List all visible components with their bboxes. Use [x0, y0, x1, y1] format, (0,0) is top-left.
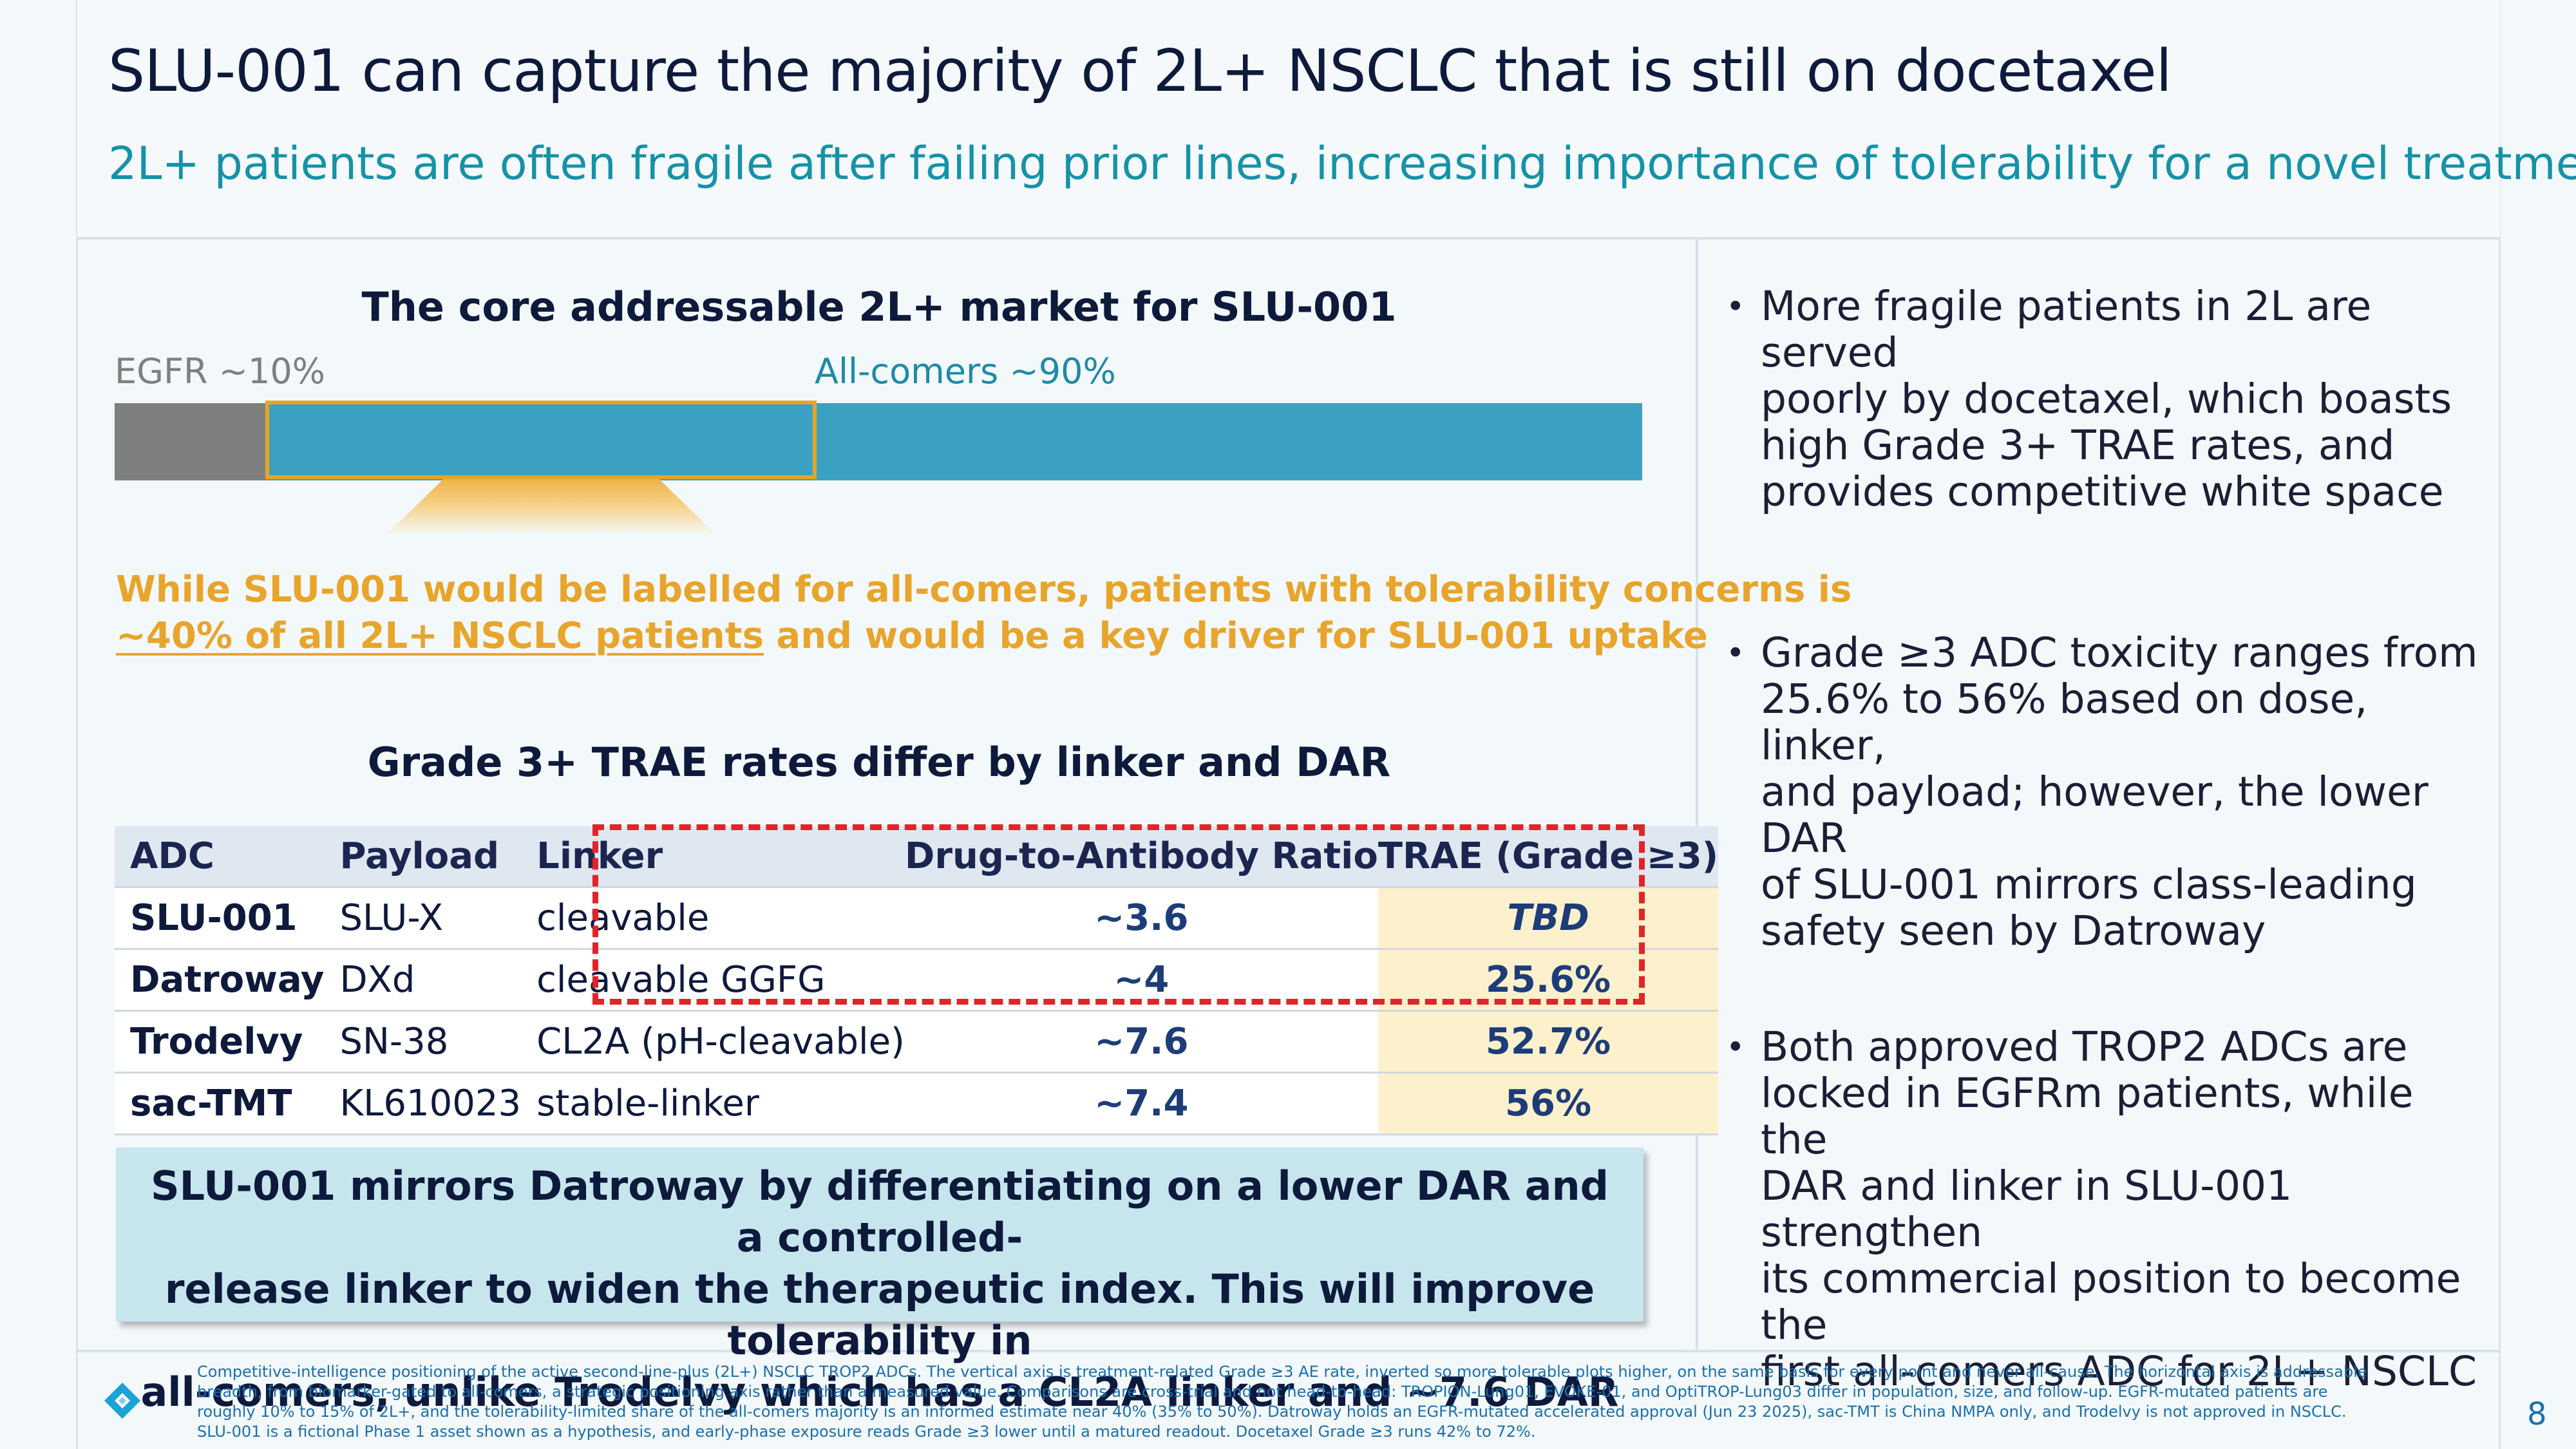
trae-value: 25.6% — [1378, 949, 1719, 1012]
bullet-line: poorly by docetaxel, which boasts — [1761, 375, 2452, 422]
highlight-funnel — [388, 479, 715, 533]
callout-line-1: While SLU-001 would be labelled for all-… — [116, 569, 1852, 611]
egfr-label: EGFR ~10% — [115, 351, 325, 392]
adc-name: Datroway — [115, 949, 325, 1012]
bullet-line: More fragile patients in 2L are served — [1761, 283, 2372, 376]
bullet-dot-icon: • — [1726, 634, 1745, 672]
col-header-trae: TRAE (Grade ≥3) — [1378, 826, 1719, 888]
bullet-line: 25.6% to 56% based on dose, linker, — [1761, 676, 2368, 769]
bullet-line: first all-comers ADC for 2L+ NSCLC — [1761, 1348, 2477, 1395]
page-number: 8 — [2527, 1396, 2547, 1432]
adc-name: SLU-001 — [115, 887, 325, 950]
trae-value: 52.7% — [1378, 1010, 1719, 1074]
footnote-line: breadth, from biomarker-gated to all-com… — [197, 1383, 2328, 1401]
footnote-line: SLU-001 is a fictional Phase 1 asset sho… — [197, 1423, 1536, 1441]
adc-name: Trodelvy — [115, 1010, 325, 1074]
bullet-line: DAR and linker in SLU-001 strengthen — [1761, 1162, 2293, 1256]
footnote-line: roughly 10% to 15% of 2L+, and the toler… — [197, 1403, 2347, 1421]
callout-line-2-rest: and would be a key driver for SLU-001 up… — [763, 615, 1708, 657]
bullet-dot-icon: • — [1726, 1028, 1745, 1066]
summary-box: SLU-001 mirrors Datroway by differentiat… — [116, 1148, 1643, 1416]
slide-title: SLU-001 can capture the majority of 2L+ … — [108, 37, 2172, 105]
bullet-line: provides competitive white space — [1761, 468, 2444, 515]
footer-divider — [77, 1350, 2500, 1352]
trae-table: ADC Payload Linker Drug-to-Antibody Rati… — [115, 826, 1719, 1135]
bullet-line: of SLU-001 mirrors class-leading — [1761, 861, 2417, 908]
bullet-line: Both approved TROP2 ADCs are — [1761, 1023, 2408, 1070]
linker: stable-linker — [521, 1072, 905, 1135]
bullet-line: safety seen by Datroway — [1761, 907, 2266, 954]
payload: SLU-X — [324, 887, 522, 950]
header-divider — [77, 237, 2500, 240]
summary-line-3: all-comers, unlike Trodelvy which has a … — [140, 1368, 1619, 1416]
trae-value: TBD — [1378, 887, 1719, 950]
market-heading: The core addressable 2L+ market for SLU-… — [361, 283, 1397, 330]
bullet-line: and payload; however, the lower DAR — [1761, 768, 2429, 862]
dar-value: ~7.4 — [904, 1072, 1378, 1135]
col-header-payload: Payload — [324, 826, 522, 888]
bullet-dot-icon: • — [1726, 288, 1745, 325]
adc-name: sac-TMT — [115, 1072, 325, 1135]
left-frame-line — [76, 0, 78, 1449]
col-header-linker: Linker — [521, 826, 905, 888]
summary-line-1: SLU-001 mirrors Datroway by differentiat… — [151, 1162, 1609, 1261]
summary-line-2: release linker to widen the therapeutic … — [164, 1265, 1595, 1364]
egfr-segment — [115, 403, 267, 480]
tolerability-highlight-box — [265, 401, 817, 479]
bullet-line: locked in EGFRm patients, while the — [1761, 1070, 2414, 1163]
column-divider — [1696, 240, 1698, 1352]
trae-table-heading: Grade 3+ TRAE rates differ by linker and… — [367, 739, 1391, 786]
dar-value: ~3.6 — [904, 887, 1378, 950]
right-frame-line — [2499, 0, 2501, 1449]
payload: KL610023 — [324, 1072, 522, 1135]
slide-header — [77, 0, 2500, 237]
slide-subtitle: 2L+ patients are often fragile after fai… — [108, 137, 2576, 190]
company-logo-icon — [104, 1383, 140, 1419]
table-row: sac-TMT KL610023 stable-linker ~7.4 56% — [115, 1072, 1719, 1135]
callout-underlined-share: ~40% of all 2L+ NSCLC patients — [116, 615, 764, 657]
linker: cleavable — [521, 887, 905, 950]
dar-value: ~7.6 — [904, 1010, 1378, 1074]
payload: SN-38 — [324, 1010, 522, 1074]
col-header-adc: ADC — [115, 826, 325, 888]
table-row: SLU-001 SLU-X cleavable ~3.6 TBD — [115, 887, 1719, 950]
linker-dar-dashed-highlight — [592, 824, 1645, 1005]
bullet-line: high Grade 3+ TRAE rates, and — [1761, 422, 2395, 469]
bullet-line: Grade ≥3 ADC toxicity ranges from — [1761, 629, 2478, 676]
footnote: Competitive-intelligence positioning of … — [197, 1362, 2451, 1442]
linker: CL2A (pH-cleavable) — [521, 1010, 905, 1074]
trae-value: 56% — [1378, 1072, 1719, 1135]
table-header-row: ADC Payload Linker Drug-to-Antibody Rati… — [115, 826, 1719, 888]
payload: DXd — [324, 949, 522, 1012]
footnote-line: Competitive-intelligence positioning of … — [197, 1363, 2367, 1381]
callout-line-2: ~40% of all 2L+ NSCLC patients and would… — [116, 615, 1708, 657]
table-row: Trodelvy SN-38 CL2A (pH-cleavable) ~7.6 … — [115, 1010, 1719, 1074]
bullet-line: its commercial position to become the — [1761, 1255, 2461, 1349]
all-comers-label: All-comers ~90% — [815, 351, 1116, 392]
col-header-dar: Drug-to-Antibody Ratio — [904, 826, 1378, 888]
all-comers-segment — [267, 403, 1642, 480]
